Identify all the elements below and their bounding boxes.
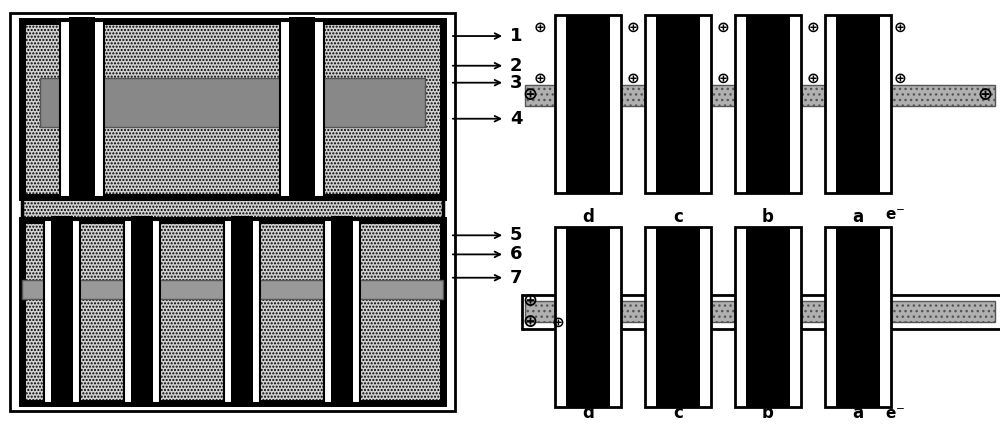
- Text: 5: 5: [510, 226, 522, 244]
- Text: ⊕: ⊕: [894, 20, 906, 35]
- Text: 1: 1: [510, 27, 522, 45]
- Bar: [566, 15, 610, 193]
- Bar: [289, 17, 315, 201]
- Text: b: b: [762, 208, 774, 226]
- Bar: [231, 216, 253, 407]
- Text: ⊕: ⊕: [552, 315, 564, 330]
- Bar: [656, 15, 700, 193]
- Bar: [746, 227, 790, 407]
- Bar: [51, 216, 73, 407]
- Bar: [735, 15, 801, 193]
- Bar: [224, 220, 260, 403]
- Bar: [44, 220, 80, 403]
- Bar: [324, 220, 360, 403]
- Text: ⊕: ⊕: [894, 71, 906, 86]
- Bar: [525, 301, 995, 322]
- Text: 6: 6: [510, 245, 522, 263]
- Bar: [40, 78, 425, 127]
- Bar: [735, 227, 801, 407]
- Text: ⊕: ⊕: [717, 20, 729, 35]
- Text: ⊕: ⊕: [534, 71, 546, 86]
- Text: a: a: [852, 208, 864, 226]
- Text: a: a: [852, 404, 864, 422]
- Bar: [22, 280, 443, 299]
- Text: e$^{-}$: e$^{-}$: [885, 407, 905, 422]
- Text: ⊕: ⊕: [627, 20, 639, 35]
- Bar: [645, 227, 711, 407]
- Bar: [522, 295, 1000, 329]
- Bar: [836, 227, 880, 407]
- Text: e$^{-}$: e$^{-}$: [885, 208, 905, 223]
- Bar: [555, 15, 621, 193]
- Text: ⊕: ⊕: [582, 234, 594, 249]
- Text: ⊕: ⊕: [977, 86, 993, 104]
- Text: d: d: [582, 404, 594, 422]
- Bar: [555, 227, 621, 407]
- Bar: [22, 21, 443, 403]
- Bar: [60, 21, 104, 197]
- Bar: [825, 15, 891, 193]
- Bar: [124, 220, 160, 403]
- Bar: [645, 15, 711, 193]
- Text: c: c: [673, 404, 683, 422]
- Text: 2: 2: [510, 57, 522, 75]
- Bar: [525, 85, 995, 106]
- Bar: [22, 220, 443, 403]
- Text: c: c: [673, 208, 683, 226]
- Text: ⊕: ⊕: [522, 292, 538, 310]
- Bar: [69, 17, 95, 201]
- Bar: [131, 216, 153, 407]
- Bar: [10, 13, 455, 411]
- Bar: [656, 227, 700, 407]
- Text: ⊕: ⊕: [522, 86, 538, 104]
- Bar: [836, 15, 880, 193]
- Text: ⊕: ⊕: [807, 20, 819, 35]
- Bar: [825, 227, 891, 407]
- Bar: [280, 21, 324, 197]
- Text: b: b: [762, 404, 774, 422]
- Text: 4: 4: [510, 110, 522, 128]
- Text: ⊕: ⊕: [522, 313, 538, 331]
- Text: ⊕: ⊕: [807, 71, 819, 86]
- Bar: [746, 15, 790, 193]
- Text: ⊕: ⊕: [627, 71, 639, 86]
- Bar: [331, 216, 353, 407]
- Text: d: d: [582, 208, 594, 226]
- Text: 7: 7: [510, 269, 522, 287]
- Bar: [566, 227, 610, 407]
- Text: 3: 3: [510, 74, 522, 92]
- Text: ⊕: ⊕: [534, 20, 546, 35]
- Text: ⊕: ⊕: [717, 71, 729, 86]
- Bar: [22, 21, 443, 197]
